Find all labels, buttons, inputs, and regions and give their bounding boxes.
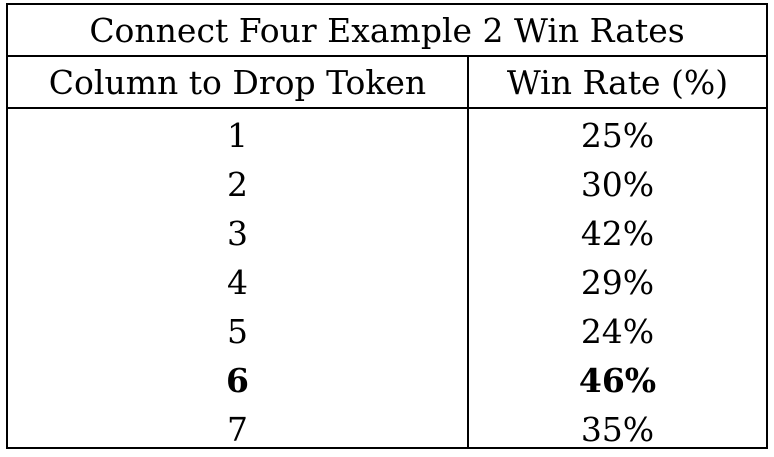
table-row: 6 46% bbox=[8, 356, 766, 405]
title-divider bbox=[8, 55, 766, 57]
win-rate-cell: 42% bbox=[580, 214, 655, 253]
win-rate-cell: 35% bbox=[580, 410, 655, 449]
column-divider bbox=[467, 55, 469, 447]
column-number-cell: 5 bbox=[227, 312, 248, 351]
column-number-cell: 4 bbox=[227, 263, 248, 302]
table-row: 1 25% bbox=[8, 111, 766, 160]
table-row: 4 29% bbox=[8, 258, 766, 307]
win-rate-cell: 24% bbox=[580, 312, 655, 351]
table-title: Connect Four Example 2 Win Rates bbox=[89, 10, 685, 50]
table-row: 2 30% bbox=[8, 160, 766, 209]
table-row: 7 35% bbox=[8, 405, 766, 454]
header-divider bbox=[8, 107, 766, 109]
table-row: 5 24% bbox=[8, 307, 766, 356]
table-row: 3 42% bbox=[8, 209, 766, 258]
header-column-to-drop: Column to Drop Token bbox=[48, 62, 427, 102]
column-number-cell: 6 bbox=[226, 361, 249, 400]
column-number-cell: 1 bbox=[227, 116, 248, 155]
win-rate-cell: 30% bbox=[580, 165, 655, 204]
column-number-cell: 3 bbox=[227, 214, 248, 253]
win-rate-cell: 25% bbox=[580, 116, 655, 155]
win-rate-cell: 46% bbox=[578, 361, 657, 400]
column-number-cell: 2 bbox=[227, 165, 248, 204]
win-rate-table: Connect Four Example 2 Win Rates Column … bbox=[6, 3, 768, 449]
header-win-rate: Win Rate (%) bbox=[506, 62, 729, 102]
column-number-cell: 7 bbox=[227, 410, 248, 449]
table-body: 1 25% 2 30% 3 42% 4 29% 5 24% 6 46% 7 35… bbox=[8, 111, 766, 454]
win-rate-cell: 29% bbox=[580, 263, 655, 302]
